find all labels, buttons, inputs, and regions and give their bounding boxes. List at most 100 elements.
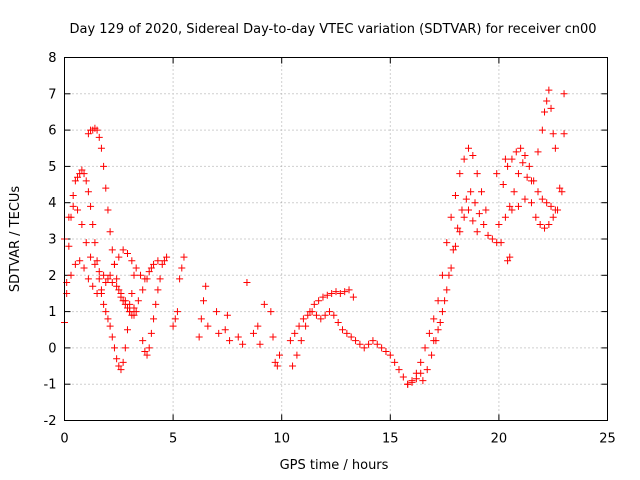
data-point	[508, 155, 516, 163]
data-point	[78, 166, 86, 174]
data-point	[108, 333, 116, 341]
data-point	[334, 318, 342, 326]
data-point	[289, 362, 297, 370]
data-point	[434, 326, 442, 334]
data-point	[156, 275, 164, 283]
data-point	[543, 199, 551, 207]
x-tick-label: 15	[382, 432, 399, 447]
data-point	[454, 224, 462, 232]
series-sat-track-13	[499, 130, 568, 214]
data-point	[536, 220, 544, 228]
data-point	[295, 322, 303, 330]
data-point	[451, 191, 459, 199]
plot-frame	[64, 57, 608, 421]
data-point	[386, 351, 394, 359]
data-point	[527, 199, 535, 207]
y-tick-label: 5	[48, 160, 56, 175]
data-point	[506, 253, 514, 261]
data-point	[97, 144, 105, 152]
data-point	[347, 333, 355, 341]
series-sat-track-3	[61, 202, 155, 312]
data-point	[126, 308, 134, 316]
data-point	[312, 311, 320, 319]
data-point	[519, 159, 527, 167]
y-tick-label: 7	[48, 87, 56, 102]
data-point	[336, 289, 344, 297]
data-point	[169, 322, 177, 330]
data-point	[117, 366, 125, 374]
x-tick-label: 25	[599, 432, 616, 447]
series-sat-track-15	[506, 159, 566, 232]
data-point	[132, 264, 140, 272]
data-point	[180, 253, 188, 261]
data-point	[501, 155, 509, 163]
data-point	[273, 362, 281, 370]
data-point	[343, 329, 351, 337]
series-sat-track-12	[430, 206, 481, 345]
data-point	[352, 337, 360, 345]
data-point	[87, 202, 95, 210]
data-point	[319, 293, 327, 301]
data-point	[69, 191, 77, 199]
data-point	[356, 340, 364, 348]
data-point	[445, 271, 453, 279]
series-sat-track-7	[195, 279, 284, 370]
data-point	[510, 188, 518, 196]
y-tick-label: 8	[48, 51, 56, 66]
axis-ticks: 0 5 10 15 20 25 -2 -1 0 1 2 3 4 5 6 7 8	[44, 51, 616, 447]
data-point	[239, 340, 247, 348]
series-sat-track-14	[495, 86, 559, 228]
data-point	[534, 148, 542, 156]
data-point	[82, 239, 90, 247]
data-point	[451, 242, 459, 250]
data-point	[102, 279, 110, 287]
data-point	[134, 297, 142, 305]
data-point	[560, 130, 568, 138]
data-point	[404, 380, 412, 388]
series-outliers	[493, 90, 568, 265]
data-point	[325, 308, 333, 316]
data-point	[508, 206, 516, 214]
data-point	[69, 202, 77, 210]
data-point	[108, 246, 116, 254]
data-point	[234, 333, 242, 341]
data-point	[150, 315, 158, 323]
data-point	[154, 257, 162, 265]
y-tick-label: 0	[48, 341, 56, 356]
data-point	[430, 337, 438, 345]
data-point	[102, 308, 110, 316]
data-point	[100, 300, 108, 308]
data-point	[438, 271, 446, 279]
data-point	[202, 282, 210, 290]
data-point	[256, 340, 264, 348]
data-point	[215, 329, 223, 337]
data-point	[458, 206, 466, 214]
data-point	[321, 311, 329, 319]
data-point	[534, 188, 542, 196]
data-point	[271, 358, 279, 366]
data-point	[330, 311, 338, 319]
data-point	[299, 315, 307, 323]
data-point	[204, 322, 212, 330]
data-point	[87, 253, 95, 261]
data-point	[147, 329, 155, 337]
data-point	[121, 297, 129, 305]
series-sat-track-5	[139, 275, 164, 359]
data-point	[91, 239, 99, 247]
data-point	[365, 340, 373, 348]
data-point	[556, 184, 564, 192]
data-point	[417, 358, 425, 366]
data-point	[495, 220, 503, 228]
data-point	[512, 148, 520, 156]
data-point	[308, 308, 316, 316]
data-point	[425, 329, 433, 337]
data-point	[517, 144, 525, 152]
data-point	[141, 348, 149, 356]
data-point	[521, 195, 529, 203]
grid-lines	[64, 57, 608, 421]
y-tick-label: 2	[48, 269, 56, 284]
data-point	[538, 126, 546, 134]
data-point	[65, 242, 73, 250]
data-point	[527, 177, 535, 185]
